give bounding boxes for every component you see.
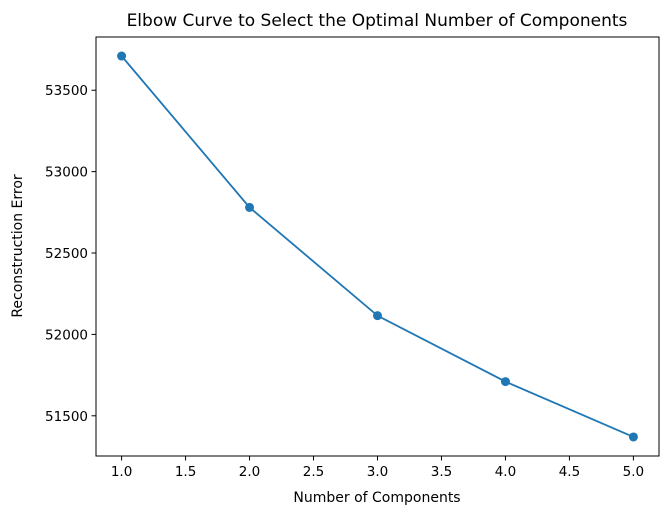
x-tick-label: 2.5 xyxy=(303,464,324,480)
chart-title: Elbow Curve to Select the Optimal Number… xyxy=(127,11,628,31)
plot-frame xyxy=(95,36,660,457)
x-tick-label: 3.5 xyxy=(431,464,452,480)
x-tick-label: 1.0 xyxy=(111,464,132,480)
x-tick-label: 5.0 xyxy=(623,464,644,480)
x-axis-label: Number of Components xyxy=(293,490,460,506)
x-tick-label: 1.5 xyxy=(175,464,196,480)
y-tick-label: 51500 xyxy=(45,409,88,425)
y-axis: 51500 52000 52500 53000 53500 xyxy=(45,83,96,425)
data-point xyxy=(245,202,255,212)
series-reconstruction-error xyxy=(117,51,638,442)
data-point xyxy=(628,432,638,442)
y-tick-label: 53000 xyxy=(45,165,88,181)
y-axis-label: Reconstruction Error xyxy=(10,174,26,318)
data-point xyxy=(373,311,382,321)
y-tick-label: 52500 xyxy=(45,246,88,262)
x-axis: 1.0 1.5 2.0 2.5 3.0 3.5 4.0 4.5 5.0 xyxy=(111,456,644,480)
data-point xyxy=(500,377,510,387)
x-tick-label: 3.0 xyxy=(367,464,388,480)
x-tick-label: 4.0 xyxy=(495,464,516,480)
y-tick-label: 53500 xyxy=(45,83,88,99)
series-line xyxy=(120,55,634,438)
x-tick-label: 2.0 xyxy=(239,464,260,480)
y-tick-label: 52000 xyxy=(45,327,88,343)
data-point xyxy=(117,51,127,61)
x-tick-label: 4.5 xyxy=(559,464,580,480)
